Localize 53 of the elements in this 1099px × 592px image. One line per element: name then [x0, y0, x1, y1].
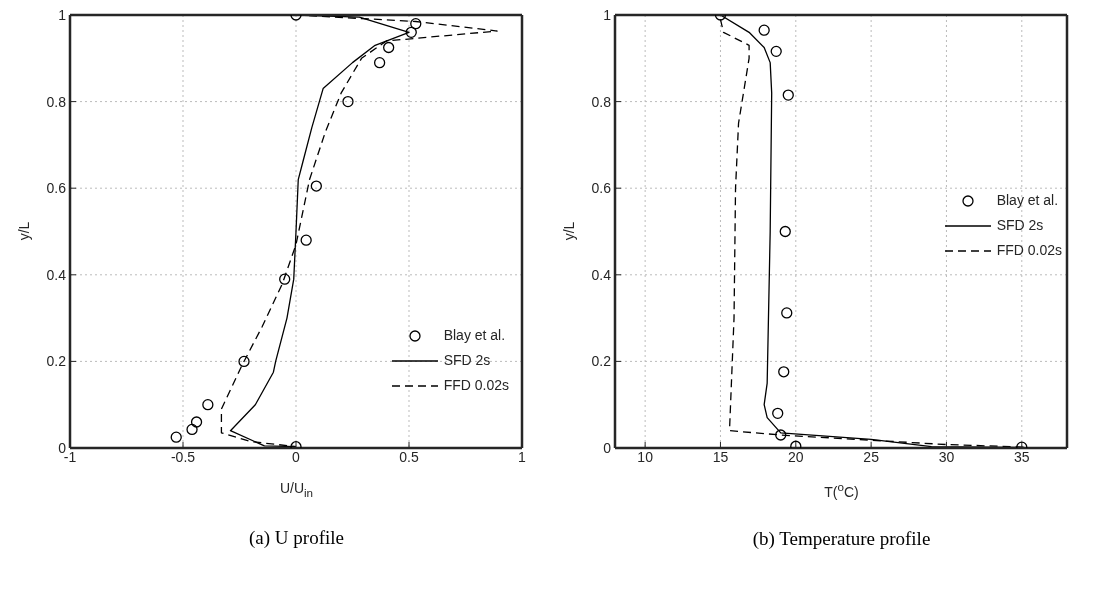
- y-axis-title: y/L: [16, 221, 32, 241]
- legend-label: FFD 0.02s: [443, 376, 509, 395]
- y-tick-label: 0.8: [46, 93, 67, 110]
- point: [782, 89, 794, 101]
- point: [342, 95, 354, 108]
- y-tick-label: 0.6: [46, 180, 67, 197]
- y-axis-title: y/L: [561, 221, 577, 241]
- point: [410, 18, 422, 30]
- legend-label: SFD 2s: [996, 216, 1044, 235]
- point: [373, 56, 386, 69]
- point: [772, 407, 784, 420]
- x-tick-label: 1: [518, 448, 527, 465]
- x-tick-label: -0.5: [170, 448, 196, 465]
- point: [238, 355, 250, 368]
- y-tick-label: 0.2: [46, 353, 67, 370]
- point: [770, 45, 782, 58]
- point: [383, 41, 395, 54]
- x-tick-label: 0.5: [399, 448, 419, 465]
- y-tick-label: 0.8: [591, 93, 612, 110]
- y-tick-label: 1: [58, 6, 67, 23]
- point: [202, 399, 214, 411]
- text: (a) U profile: [248, 526, 345, 549]
- legend-label: SFD 2s: [443, 351, 491, 370]
- point: [170, 431, 182, 443]
- point: [190, 416, 203, 428]
- y-tick-label: 0.4: [591, 266, 612, 283]
- x-tick-label: 10: [637, 448, 654, 465]
- legend-label: FFD 0.02s: [996, 241, 1062, 260]
- point: [186, 423, 198, 436]
- legend-label: Blay et al.: [443, 326, 506, 345]
- y-tick-label: 0.4: [46, 266, 67, 283]
- y-tick-label: 0.2: [591, 353, 612, 370]
- x-tick-label: 15: [712, 448, 729, 465]
- x-tick-label: 35: [1014, 448, 1030, 465]
- point: [778, 366, 790, 378]
- point: [310, 180, 322, 192]
- x-tick-label: 0: [292, 448, 301, 465]
- x-tick-label: 30: [938, 448, 955, 465]
- y-tick-label: 0.6: [591, 180, 612, 197]
- x-axis-title: U/U$_{in}$: [278, 480, 315, 499]
- point: [781, 307, 793, 319]
- point: [779, 225, 791, 238]
- y-tick-label: 1: [603, 6, 612, 23]
- text: (b) Temperature profile: [751, 527, 932, 550]
- point: [279, 273, 291, 285]
- x-tick-label: 20: [788, 448, 804, 465]
- legend-label: Blay et al.: [996, 191, 1059, 210]
- x-axis-title: T($^{o}$C): [823, 480, 860, 500]
- point: [775, 429, 787, 441]
- x-tick-label: 25: [863, 448, 880, 465]
- point: [405, 26, 417, 38]
- point: [758, 24, 770, 36]
- point: [300, 234, 312, 246]
